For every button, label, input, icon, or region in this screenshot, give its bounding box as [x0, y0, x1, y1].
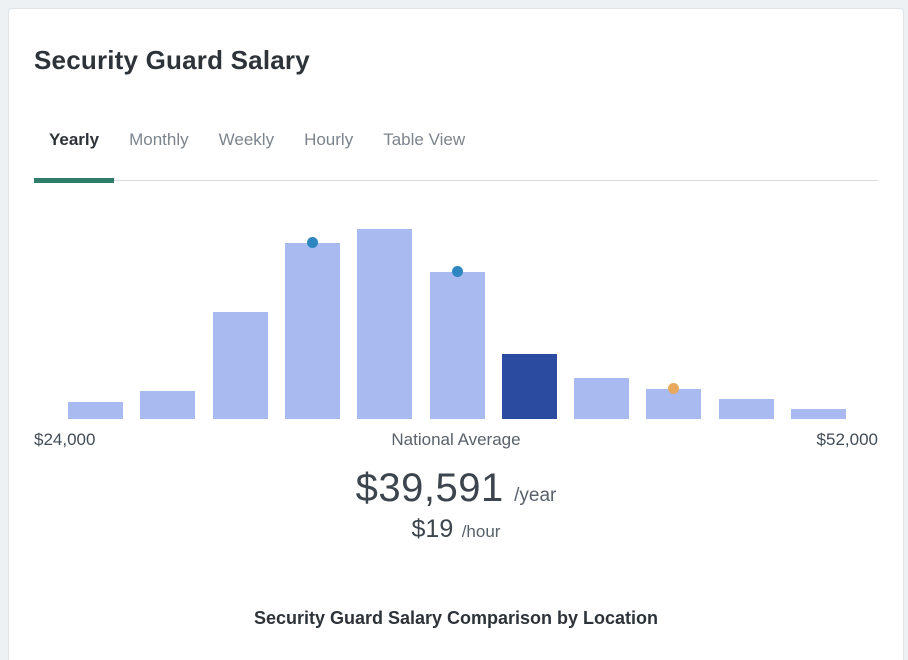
- tab-hourly[interactable]: Hourly: [304, 130, 354, 149]
- average-yearly-unit: /year: [514, 485, 557, 506]
- histogram-bar[interactable]: [718, 399, 774, 419]
- tab-monthly[interactable]: Monthly: [129, 130, 189, 149]
- axis-min-label: $24,000: [34, 430, 96, 449]
- location-marker-dot: [668, 382, 680, 394]
- tab-table-view[interactable]: Table View: [383, 130, 466, 149]
- tab-bar: Yearly Monthly Weekly Hourly Table View: [34, 130, 878, 183]
- histogram-bar[interactable]: [212, 312, 268, 419]
- salary-histogram: [9, 197, 905, 419]
- location-marker-dot: [451, 265, 463, 277]
- histogram-bar[interactable]: [357, 229, 413, 419]
- histogram-bar[interactable]: [68, 402, 123, 419]
- location-marker-dot: [306, 236, 318, 248]
- histogram-bar[interactable]: [791, 409, 846, 419]
- average-hourly-unit: /hour: [461, 522, 501, 541]
- histogram-bar[interactable]: [501, 354, 557, 419]
- average-hourly-value: $19: [411, 515, 454, 543]
- average-yearly-value: $39,591: [355, 466, 504, 510]
- salary-card: Security Guard Salary Yearly Monthly Wee…: [8, 8, 904, 660]
- tab-yearly[interactable]: Yearly: [34, 130, 115, 183]
- national-average-block: $39,591 /year $19 /hour: [34, 466, 878, 544]
- histogram-bar[interactable]: [140, 391, 196, 419]
- average-yearly: $39,591 /year: [34, 466, 878, 511]
- axis-national-average-label: National Average: [391, 430, 521, 449]
- page-title: Security Guard Salary: [34, 45, 310, 75]
- histogram-bar[interactable]: [574, 378, 630, 419]
- axis-max-label: $52,000: [816, 430, 878, 449]
- histogram-bar[interactable]: [646, 389, 702, 419]
- average-hourly: $19 /hour: [34, 515, 878, 544]
- histogram-bar[interactable]: [284, 243, 340, 419]
- tab-weekly[interactable]: Weekly: [218, 130, 275, 149]
- comparison-heading: Security Guard Salary Comparison by Loca…: [253, 608, 659, 628]
- x-axis-labels: $24,000 National Average $52,000: [34, 430, 878, 450]
- histogram-bar[interactable]: [429, 272, 485, 419]
